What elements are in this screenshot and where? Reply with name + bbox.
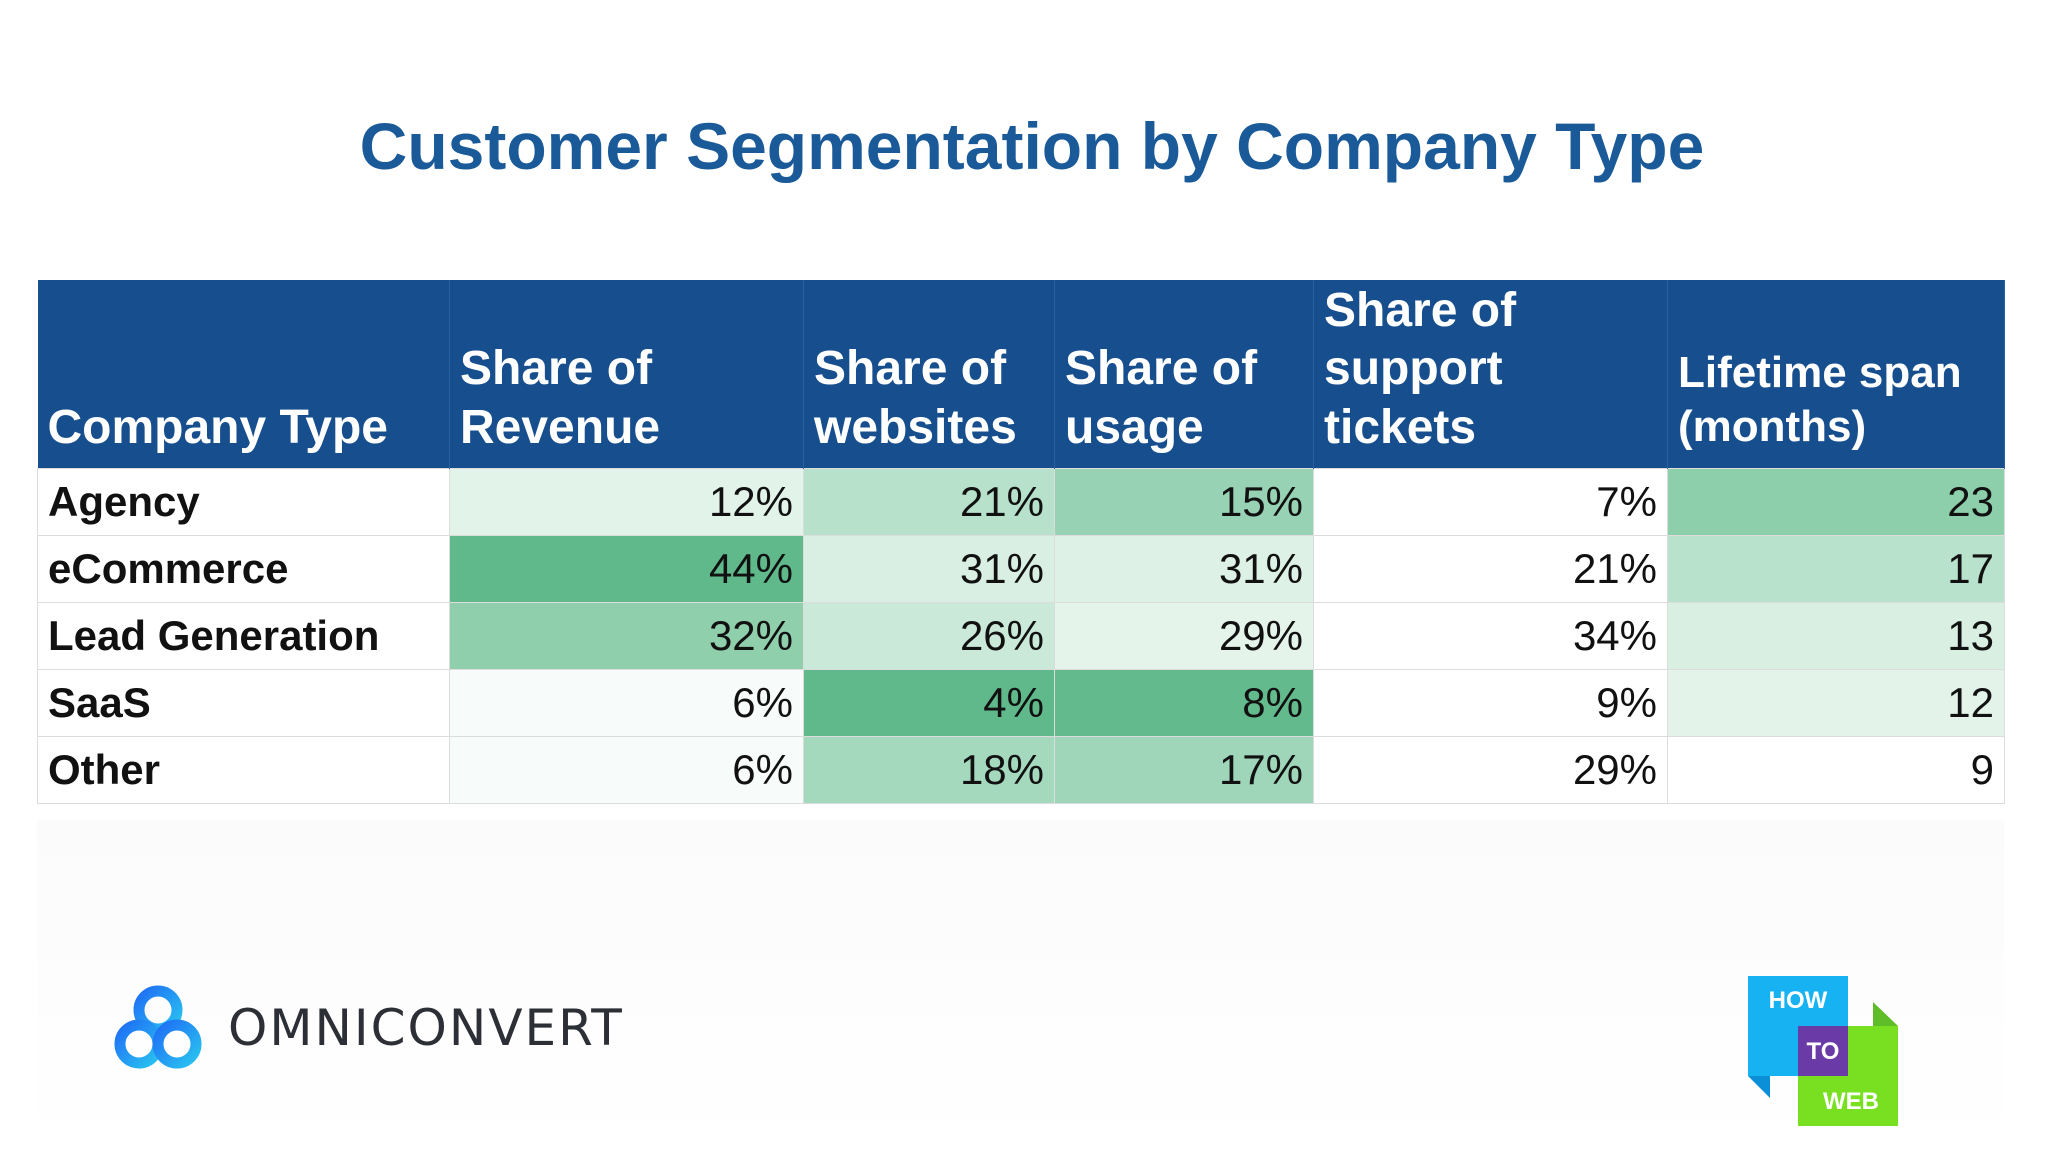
table-cell: 6% bbox=[449, 735, 804, 804]
htw-web-text: WEB bbox=[1823, 1088, 1879, 1115]
table-cell: 4% bbox=[803, 668, 1055, 737]
table-cell: 44% bbox=[449, 534, 804, 603]
table-cell: 12% bbox=[449, 467, 804, 536]
column-header-share-of-usage: Share of usage bbox=[1054, 280, 1314, 468]
htw-how-text: HOW bbox=[1769, 987, 1828, 1014]
table-cell: 21% bbox=[1313, 534, 1668, 603]
table-cell: 6% bbox=[449, 668, 804, 737]
table-cell: 15% bbox=[1054, 467, 1314, 536]
omniconvert-logo-icon bbox=[114, 985, 202, 1069]
row-label-agency: Agency bbox=[37, 467, 450, 536]
table-cell: 21% bbox=[803, 467, 1055, 536]
table-cell: 23 bbox=[1667, 467, 2005, 536]
segmentation-table-container: Company Type Share of Revenue Share of w… bbox=[37, 280, 2005, 804]
table-row: Other 6% 18% 17% 29% 9 bbox=[37, 735, 2005, 804]
row-label-other: Other bbox=[37, 735, 450, 804]
table-cell: 17 bbox=[1667, 534, 2005, 603]
table-cell: 34% bbox=[1313, 601, 1668, 670]
table-cell: 7% bbox=[1313, 467, 1668, 536]
table-row: Agency 12% 21% 15% 7% 23 bbox=[37, 467, 2005, 536]
table-row: eCommerce 44% 31% 31% 21% 17 bbox=[37, 534, 2005, 603]
table-cell: 29% bbox=[1054, 601, 1314, 670]
table-cell: 26% bbox=[803, 601, 1055, 670]
table-cell: 31% bbox=[803, 534, 1055, 603]
table-cell: 12 bbox=[1667, 668, 2005, 737]
table-header-row: Company Type Share of Revenue Share of w… bbox=[37, 280, 2005, 468]
table-row: Lead Generation 32% 26% 29% 34% 13 bbox=[37, 601, 2005, 670]
omniconvert-brand-text: OMNICONVERT bbox=[228, 999, 624, 1057]
column-header-share-of-support-tickets: Share of support tickets bbox=[1313, 280, 1668, 468]
table-cell: 8% bbox=[1054, 668, 1314, 737]
table-cell: 9 bbox=[1667, 735, 2005, 804]
table-cell: 9% bbox=[1313, 668, 1668, 737]
column-header-share-of-websites: Share of websites bbox=[803, 280, 1055, 468]
table-cell: 18% bbox=[803, 735, 1055, 804]
table-cell: 31% bbox=[1054, 534, 1314, 603]
column-header-lifetime-span: Lifetime span (months) bbox=[1667, 280, 2005, 468]
segmentation-table: Company Type Share of Revenue Share of w… bbox=[37, 280, 2005, 804]
chart-title: Customer Segmentation by Company Type bbox=[359, 109, 1705, 183]
table-cell: 29% bbox=[1313, 735, 1668, 804]
how-to-web-logo: HOW TO WEB bbox=[1748, 976, 1898, 1126]
table-cell: 17% bbox=[1054, 735, 1314, 804]
table-cell: 32% bbox=[449, 601, 804, 670]
column-header-company-type: Company Type bbox=[37, 280, 450, 468]
table-row: SaaS 6% 4% 8% 9% 12 bbox=[37, 668, 2005, 737]
footer-background bbox=[37, 820, 2004, 1152]
row-label-saas: SaaS bbox=[37, 668, 450, 737]
omniconvert-logo: OMNICONVERT bbox=[112, 982, 624, 1074]
row-label-ecommerce: eCommerce bbox=[37, 534, 450, 603]
column-header-share-of-revenue: Share of Revenue bbox=[449, 280, 804, 468]
table-cell: 13 bbox=[1667, 601, 2005, 670]
htw-to-text: TO bbox=[1807, 1038, 1840, 1065]
row-label-lead-generation: Lead Generation bbox=[37, 601, 450, 670]
